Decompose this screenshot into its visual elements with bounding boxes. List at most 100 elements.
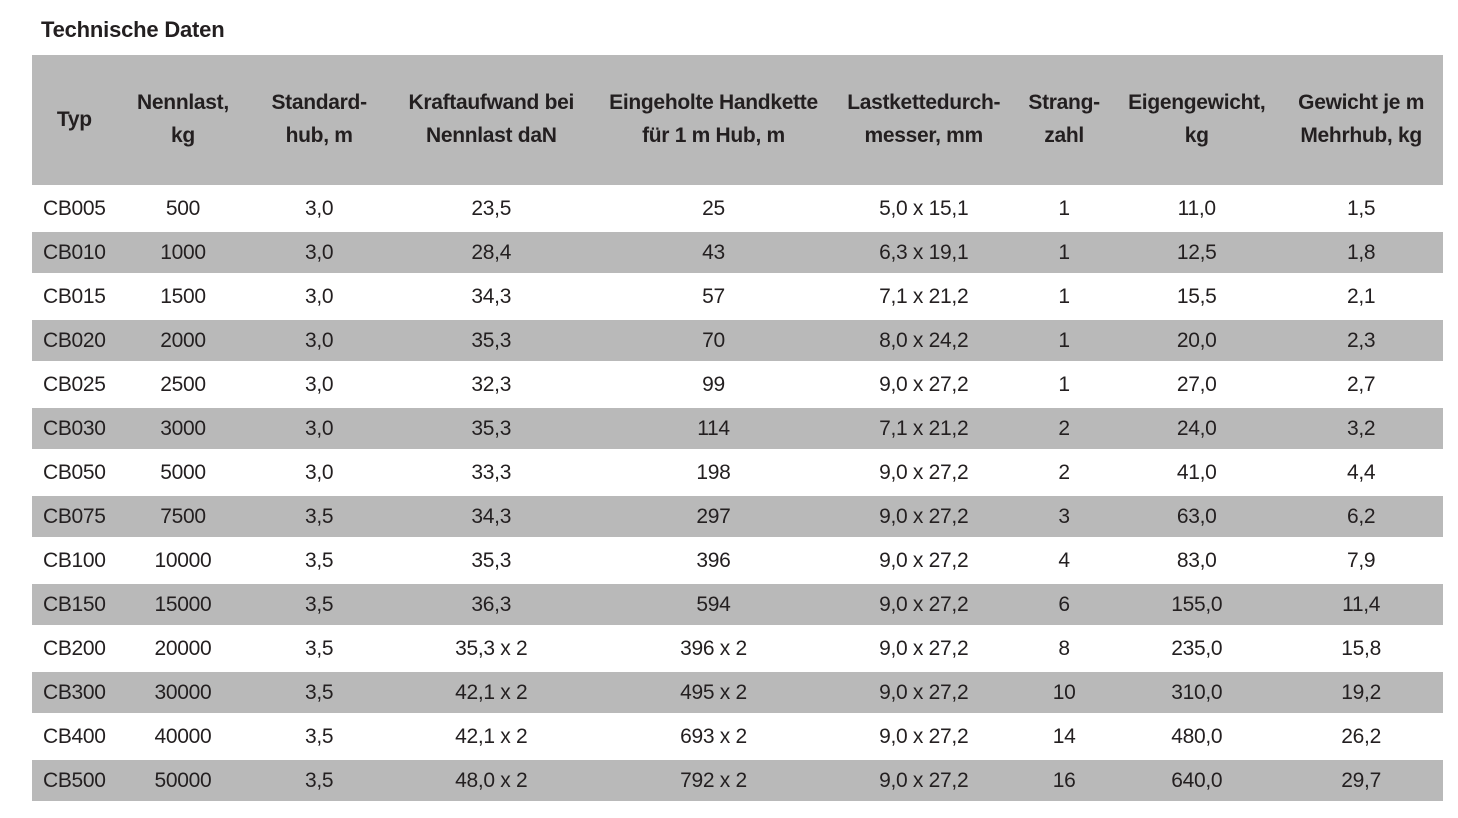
table-cell: 15,5 bbox=[1114, 276, 1280, 317]
table-cell: 396 x 2 bbox=[593, 628, 834, 669]
table-cell: 3,5 bbox=[249, 760, 389, 801]
table-cell: 23,5 bbox=[388, 188, 594, 229]
table-cell: 500 bbox=[116, 188, 250, 229]
table-cell: CB100 bbox=[32, 540, 117, 581]
table-cell: 32,3 bbox=[388, 364, 594, 405]
table-cell: CB005 bbox=[32, 188, 117, 229]
table-cell: 1500 bbox=[116, 276, 250, 317]
table-cell: 1000 bbox=[116, 232, 250, 273]
table-cell: 2 bbox=[1014, 452, 1115, 493]
table-cell: 42,1 x 2 bbox=[388, 716, 594, 757]
table-cell: 1 bbox=[1014, 188, 1115, 229]
table-cell: CB015 bbox=[32, 276, 117, 317]
table-cell: 3000 bbox=[116, 408, 250, 449]
column-header-gewicht-mehrhub: Gewicht je m Mehrhub, kg bbox=[1279, 55, 1443, 185]
table-cell: 27,0 bbox=[1114, 364, 1280, 405]
table-cell: 9,0 x 27,2 bbox=[833, 540, 1015, 581]
table-cell: CB050 bbox=[32, 452, 117, 493]
technical-data-table: Typ Nennlast, kg Standard- hub, m Krafta… bbox=[32, 52, 1443, 804]
table-cell: 2,3 bbox=[1279, 320, 1443, 361]
table-cell: 480,0 bbox=[1114, 716, 1280, 757]
table-cell: 1,8 bbox=[1279, 232, 1443, 273]
table-cell: CB150 bbox=[32, 584, 117, 625]
table-cell: 9,0 x 27,2 bbox=[833, 364, 1015, 405]
column-header-standardhub: Standard- hub, m bbox=[249, 55, 389, 185]
table-cell: 4 bbox=[1014, 540, 1115, 581]
table-cell: 16 bbox=[1014, 760, 1115, 801]
table-cell: 2 bbox=[1014, 408, 1115, 449]
table-cell: 29,7 bbox=[1279, 760, 1443, 801]
table-body: CB005 500 3,0 23,5 25 5,0 x 15,1 1 11,0 1,5 CB010… bbox=[32, 188, 1443, 801]
table-cell: 43 bbox=[593, 232, 834, 273]
table-cell: CB020 bbox=[32, 320, 117, 361]
table-row: CB200 20000 3,5 35,3 x 2 396 x 2 9,0 x 27,2 8 2… bbox=[32, 628, 1443, 669]
table-cell: 9,0 x 27,2 bbox=[833, 716, 1015, 757]
table-cell: CB500 bbox=[32, 760, 117, 801]
table-cell: 3,0 bbox=[249, 276, 389, 317]
table-cell: 235,0 bbox=[1114, 628, 1280, 669]
table-cell: 495 x 2 bbox=[593, 672, 834, 713]
table-cell: 9,0 x 27,2 bbox=[833, 584, 1015, 625]
table-header: Typ Nennlast, kg Standard- hub, m Krafta… bbox=[32, 55, 1443, 185]
column-header-typ: Typ bbox=[32, 55, 117, 185]
table-cell: 3,0 bbox=[249, 408, 389, 449]
table-cell: 640,0 bbox=[1114, 760, 1280, 801]
table-cell: 396 bbox=[593, 540, 834, 581]
column-header-strangzahl: Strang- zahl bbox=[1014, 55, 1115, 185]
table-cell: 34,3 bbox=[388, 496, 594, 537]
table-cell: 7,1 x 21,2 bbox=[833, 276, 1015, 317]
table-row: CB030 3000 3,0 35,3 114 7,1 x 21,2 2 24,0 3,2 bbox=[32, 408, 1443, 449]
table-cell: 1 bbox=[1014, 320, 1115, 361]
table-cell: 15,8 bbox=[1279, 628, 1443, 669]
table-cell: CB025 bbox=[32, 364, 117, 405]
table-cell: 1 bbox=[1014, 364, 1115, 405]
table-cell: 792 x 2 bbox=[593, 760, 834, 801]
table-cell: 40000 bbox=[116, 716, 250, 757]
table-cell: 3,0 bbox=[249, 364, 389, 405]
table-row: CB150 15000 3,5 36,3 594 9,0 x 27,2 6 155,0 11,4 bbox=[32, 584, 1443, 625]
page-title: Technische Daten bbox=[41, 17, 225, 42]
column-header-kraftaufwand: Kraftaufwand bei Nennlast daN bbox=[388, 55, 594, 185]
table-row: CB075 7500 3,5 34,3 297 9,0 x 27,2 3 63,0 6,2 bbox=[32, 496, 1443, 537]
table-cell: 3,5 bbox=[249, 540, 389, 581]
table-cell: 11,0 bbox=[1114, 188, 1280, 229]
table-cell: 7,1 x 21,2 bbox=[833, 408, 1015, 449]
column-header-handkette: Eingeholte Handkette für 1 m Hub, m bbox=[593, 55, 834, 185]
table-cell: 9,0 x 27,2 bbox=[833, 760, 1015, 801]
table-row: CB020 2000 3,0 35,3 70 8,0 x 24,2 1 20,0 2,3 bbox=[32, 320, 1443, 361]
table-cell: 83,0 bbox=[1114, 540, 1280, 581]
table-cell: 14 bbox=[1014, 716, 1115, 757]
table-cell: 310,0 bbox=[1114, 672, 1280, 713]
column-header-nennlast: Nennlast, kg bbox=[116, 55, 250, 185]
table-cell: 2500 bbox=[116, 364, 250, 405]
table-cell: 9,0 x 27,2 bbox=[833, 628, 1015, 669]
table-cell: 594 bbox=[593, 584, 834, 625]
table-cell: 35,3 bbox=[388, 540, 594, 581]
table-row: CB005 500 3,0 23,5 25 5,0 x 15,1 1 11,0 1,5 bbox=[32, 188, 1443, 229]
table-cell: CB010 bbox=[32, 232, 117, 273]
table-cell: 34,3 bbox=[388, 276, 594, 317]
table-cell: 3,0 bbox=[249, 188, 389, 229]
table-cell: CB075 bbox=[32, 496, 117, 537]
table-cell: 12,5 bbox=[1114, 232, 1280, 273]
table-row: CB050 5000 3,0 33,3 198 9,0 x 27,2 2 41,0 4,4 bbox=[32, 452, 1443, 493]
column-header-lastkettedurchmesser: Lastkettedurch- messer, mm bbox=[833, 55, 1015, 185]
table-cell: 1,5 bbox=[1279, 188, 1443, 229]
table-cell: 3,5 bbox=[249, 584, 389, 625]
table-cell: 3,2 bbox=[1279, 408, 1443, 449]
table-cell: 10000 bbox=[116, 540, 250, 581]
table-cell: 297 bbox=[593, 496, 834, 537]
table-cell: 48,0 x 2 bbox=[388, 760, 594, 801]
table-row: CB025 2500 3,0 32,3 99 9,0 x 27,2 1 27,0 2,7 bbox=[32, 364, 1443, 405]
table-cell: 693 x 2 bbox=[593, 716, 834, 757]
table-cell: 3,0 bbox=[249, 232, 389, 273]
table-cell: 9,0 x 27,2 bbox=[833, 672, 1015, 713]
table-cell: 7,9 bbox=[1279, 540, 1443, 581]
table-cell: 33,3 bbox=[388, 452, 594, 493]
table-cell: 6,3 x 19,1 bbox=[833, 232, 1015, 273]
table-cell: 155,0 bbox=[1114, 584, 1280, 625]
table-row: CB300 30000 3,5 42,1 x 2 495 x 2 9,0 x 27,2 10… bbox=[32, 672, 1443, 713]
table-cell: 2,1 bbox=[1279, 276, 1443, 317]
table-cell: 25 bbox=[593, 188, 834, 229]
